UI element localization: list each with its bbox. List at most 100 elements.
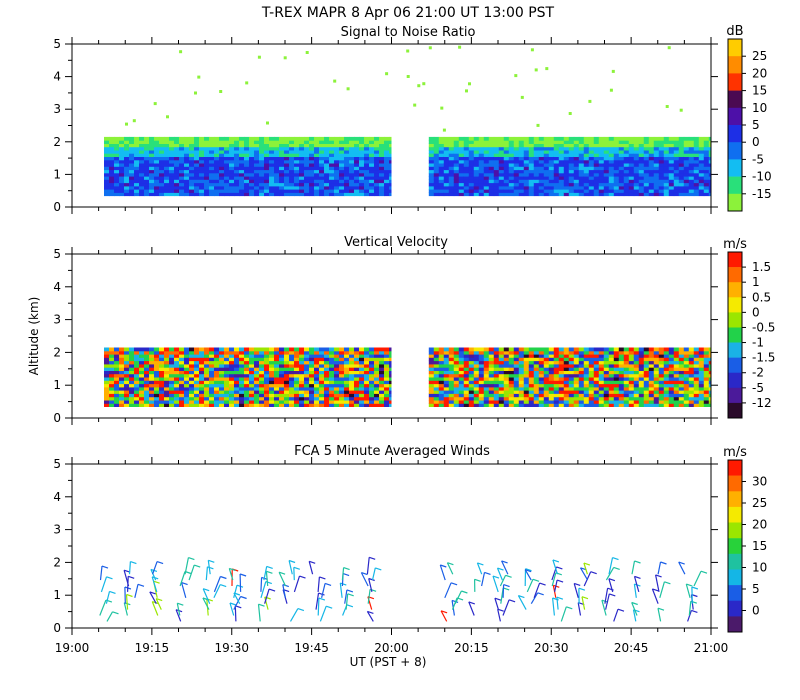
heatmap-cell [653, 182, 660, 187]
heatmap-cell [538, 363, 545, 368]
heatmap-cell [314, 357, 320, 362]
heatmap-cell [703, 153, 710, 157]
heatmap-cell [269, 357, 275, 362]
heatmap-cell [518, 143, 525, 148]
heatmap-cell [249, 192, 255, 197]
heatmap-cell [289, 176, 295, 180]
heatmap-cell [433, 172, 440, 177]
heatmap-cell [254, 396, 260, 401]
heatmap-cell [473, 383, 480, 388]
heatmap-cell [299, 383, 305, 388]
heatmap-cell [219, 169, 225, 174]
heatmap-cell [299, 386, 305, 391]
heatmap-cell [124, 189, 130, 193]
heatmap-cell [319, 169, 325, 174]
heatmap-cell [558, 350, 565, 355]
heatmap-cell [473, 185, 480, 190]
heatmap-cell [294, 367, 300, 371]
heatmap-cell [259, 386, 265, 391]
heatmap-cell [379, 169, 385, 174]
heatmap-cell [448, 350, 455, 355]
heatmap-cell [433, 354, 440, 358]
heatmap-cell [284, 140, 290, 144]
heatmap-cell [269, 383, 275, 388]
heatmap-cell [274, 143, 280, 148]
heatmap-cell [473, 386, 480, 391]
heatmap-cell [104, 192, 110, 197]
heatmap-cell [468, 377, 475, 381]
heatmap-cell [264, 367, 270, 371]
heatmap-cell [483, 185, 490, 190]
heatmap-cell [638, 146, 645, 151]
heatmap-cell [299, 360, 305, 365]
heatmap-cell [159, 153, 165, 157]
heatmap-cell [149, 390, 155, 394]
heatmap-cell [563, 377, 570, 381]
heatmap-cell [334, 149, 340, 154]
heatmap-cell [658, 363, 665, 368]
heatmap-cell [389, 172, 392, 177]
heatmap-cell [653, 363, 660, 368]
heatmap-cell [583, 360, 590, 365]
heatmap-cell [513, 377, 520, 381]
heatmap-cell [618, 403, 625, 407]
heatmap-cell [124, 166, 130, 171]
wind-barb [105, 591, 111, 604]
heatmap-cell [468, 140, 475, 144]
heatmap-cell [139, 396, 145, 401]
heatmap-cell [339, 159, 345, 164]
heatmap-cell [633, 370, 640, 375]
heatmap-cell [598, 377, 605, 381]
heatmap-cell [294, 136, 300, 141]
heatmap-cell [563, 393, 570, 398]
heatmap-cell [483, 370, 490, 375]
echo-speck [132, 119, 136, 123]
heatmap-cell [299, 363, 305, 368]
heatmap-cell [488, 390, 495, 394]
heatmap-cell [638, 393, 645, 398]
heatmap-cell [169, 367, 175, 371]
heatmap-cell [319, 156, 325, 161]
heatmap-cell [309, 179, 315, 184]
heatmap-cell [593, 373, 600, 378]
heatmap-cell [274, 363, 280, 368]
heatmap-cell [653, 367, 660, 371]
heatmap-cell [628, 357, 635, 362]
heatmap-cell [134, 149, 140, 154]
heatmap-cell [384, 172, 390, 177]
wind-barb [494, 598, 499, 610]
heatmap-cell [139, 357, 145, 362]
heatmap-cell [433, 380, 440, 385]
heatmap-cell [329, 140, 335, 144]
heatmap-cell [633, 357, 640, 362]
heatmap-cell [249, 347, 255, 352]
heatmap-cell [229, 383, 235, 388]
heatmap-cell [239, 159, 245, 164]
colorbar-swatch [728, 522, 742, 539]
wind-barb [179, 571, 186, 587]
heatmap-cell [254, 182, 260, 187]
heatmap-cell [428, 357, 435, 362]
heatmap-cell [364, 393, 370, 398]
heatmap-cell [563, 185, 570, 190]
heatmap-cell [119, 363, 125, 368]
heatmap-cell [379, 192, 385, 197]
heatmap-cell [613, 390, 620, 394]
heatmap-cell [184, 176, 190, 180]
heatmap-cell [154, 350, 160, 355]
heatmap-cell [269, 367, 275, 371]
heatmap-cell [314, 354, 320, 358]
heatmap-cell [453, 146, 460, 151]
heatmap-cell [523, 386, 530, 391]
heatmap-cell [119, 350, 125, 355]
heatmap-cell [369, 153, 375, 157]
heatmap-cell [369, 354, 375, 358]
heatmap-cell [598, 367, 605, 371]
heatmap-cell [224, 373, 230, 378]
heatmap-cell [144, 350, 150, 355]
heatmap-cell [463, 172, 470, 177]
heatmap-cell [598, 172, 605, 177]
heatmap-cell [314, 149, 320, 154]
heatmap-cell [304, 363, 310, 368]
heatmap-cell [548, 383, 555, 388]
